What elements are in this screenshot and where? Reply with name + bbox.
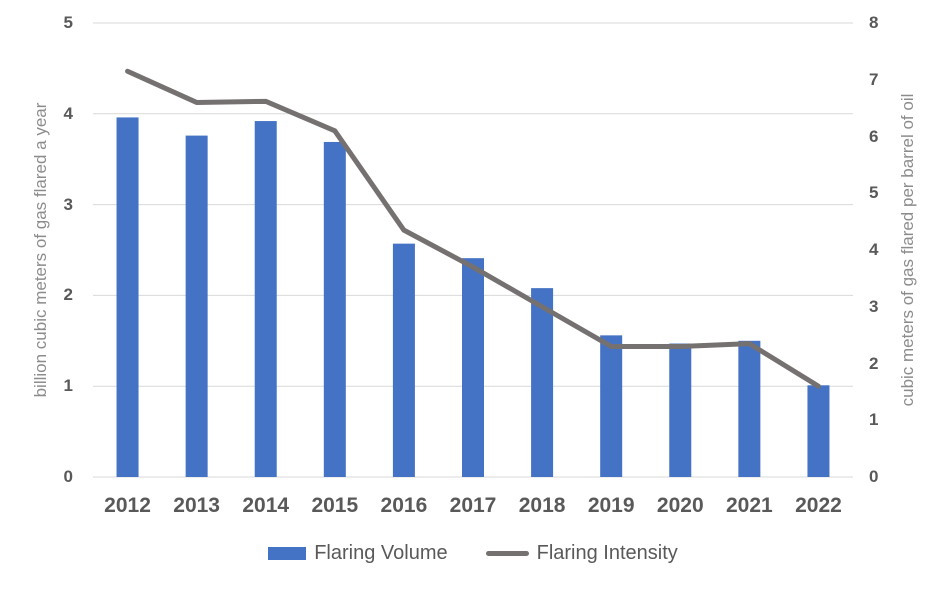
y-left-tick-5: 5 <box>63 13 73 32</box>
bar-2022 <box>807 385 830 477</box>
bar-2019 <box>600 335 623 477</box>
x-axis-label-2020: 2020 <box>656 494 704 517</box>
bar-2018 <box>531 288 554 477</box>
intensity-line <box>125 68 821 389</box>
flaring-intensity-swatch <box>485 551 529 556</box>
bar-2015 <box>323 141 346 477</box>
y-axis-left-title: billion cubic meters of gas flared a yea… <box>31 102 50 398</box>
y-right-tick-6: 6 <box>869 126 879 146</box>
y-left-tick-1: 1 <box>63 376 73 396</box>
y-right-tick-4: 4 <box>869 240 879 259</box>
y-left-tick-4: 4 <box>63 103 73 123</box>
y-right-tick-1: 1 <box>869 410 879 430</box>
x-axis-label-2021: 2021 <box>726 494 773 517</box>
legend-item-flaring-volume: Flaring Volume <box>268 542 448 565</box>
y-left-tick-3: 3 <box>63 194 73 214</box>
bar-2021 <box>738 340 761 477</box>
y-right-tick-0: 0 <box>869 467 879 486</box>
legend-label-flaring-volume: Flaring Volume <box>314 542 448 564</box>
y-right-tick-2: 2 <box>869 353 879 373</box>
legend: Flaring Volume Flaring Intensity <box>0 542 946 565</box>
x-axis-label-2022: 2022 <box>795 494 842 517</box>
y-right-tick-5: 5 <box>869 183 879 203</box>
y-left-tick-0: 0 <box>63 467 73 486</box>
x-axis-label-2018: 2018 <box>518 494 566 517</box>
bar-2012 <box>116 117 139 477</box>
x-axis-label-2016: 2016 <box>380 494 428 517</box>
flaring-volume-swatch <box>268 547 307 560</box>
bar-2013 <box>185 135 208 478</box>
x-axis-label-2015: 2015 <box>311 494 359 517</box>
bar-2017 <box>462 258 484 477</box>
x-axis-label-2013: 2013 <box>173 494 220 517</box>
x-axis-label-2014: 2014 <box>242 494 290 517</box>
y-right-tick-8: 8 <box>869 13 879 32</box>
x-axis-label-2017: 2017 <box>449 494 497 517</box>
legend-item-flaring-intensity: Flaring Intensity <box>485 542 678 565</box>
legend-label-flaring-intensity: Flaring Intensity <box>536 542 678 564</box>
bar-2014 <box>254 121 277 478</box>
bar-2016 <box>392 243 415 477</box>
y-left-tick-2: 2 <box>63 285 73 305</box>
y-right-tick-3: 3 <box>869 296 879 316</box>
x-axis-label-2019: 2019 <box>587 494 635 517</box>
x-axis-label-2012: 2012 <box>104 494 151 517</box>
bar-2020 <box>669 343 692 477</box>
y-right-tick-7: 7 <box>869 69 879 89</box>
